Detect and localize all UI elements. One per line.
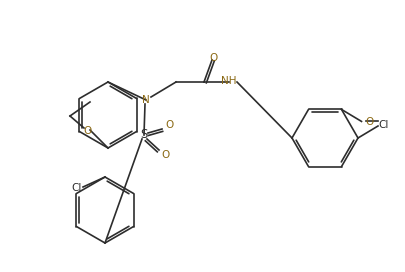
Text: N: N	[142, 95, 150, 105]
Text: O: O	[365, 118, 374, 127]
Text: S: S	[140, 128, 148, 141]
Text: O: O	[162, 150, 170, 160]
Text: O: O	[84, 126, 92, 136]
Text: NH: NH	[221, 76, 237, 86]
Text: Cl: Cl	[72, 183, 82, 193]
Text: Cl: Cl	[379, 120, 389, 130]
Text: O: O	[166, 120, 174, 130]
Text: O: O	[210, 53, 218, 63]
